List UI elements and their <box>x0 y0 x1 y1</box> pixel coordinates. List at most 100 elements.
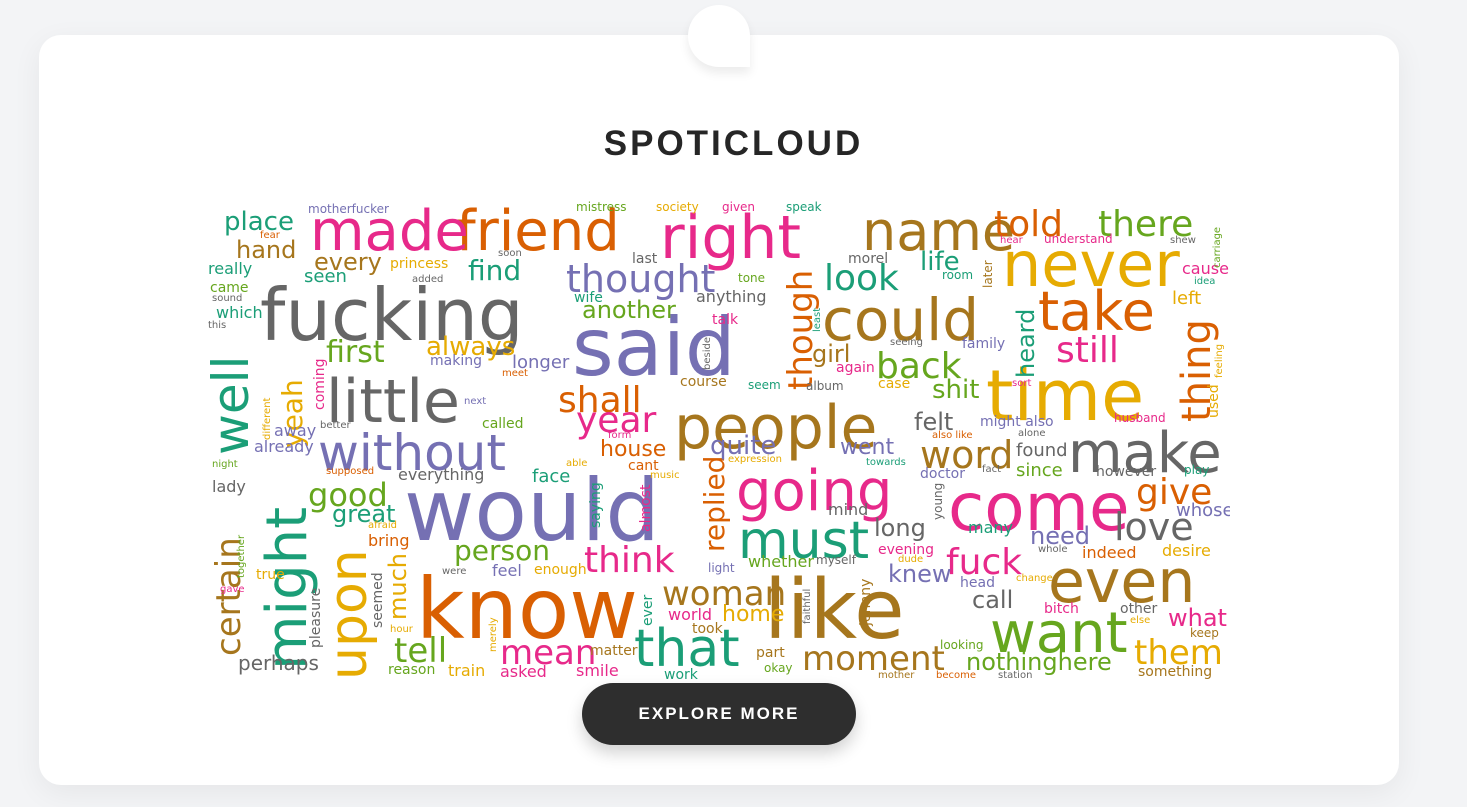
cloud-word: cant <box>628 458 659 474</box>
cloud-word: carriage <box>1212 227 1223 268</box>
cloud-word: hour <box>390 624 414 635</box>
cloud-word: soon <box>498 248 522 259</box>
cloud-word: next <box>464 396 486 407</box>
cloud-word: desire <box>1162 541 1211 560</box>
cloud-word: towards <box>866 457 906 468</box>
cloud-word: night <box>212 459 238 470</box>
cloud-word: call <box>972 586 1013 614</box>
cloud-word: train <box>448 661 485 680</box>
cloud-word: year <box>576 400 657 441</box>
cloud-word: friend <box>456 200 620 264</box>
cloud-word: house <box>600 437 666 462</box>
cloud-word: asked <box>500 662 547 681</box>
cloud-word: first <box>326 335 385 370</box>
cloud-word: life <box>920 247 960 277</box>
cloud-word: told <box>994 204 1063 245</box>
cloud-word: feel <box>492 561 522 580</box>
cloud-word: princess <box>390 256 448 272</box>
cloud-word: speak <box>786 200 822 214</box>
cloud-word: always <box>426 332 515 362</box>
cloud-word: came <box>210 280 249 296</box>
cloud-word: expression <box>728 454 782 465</box>
cloud-word: station <box>998 670 1032 681</box>
cloud-word: enough <box>534 562 587 578</box>
cloud-word: nothinghere <box>966 648 1112 676</box>
cloud-word: another <box>582 296 676 324</box>
cloud-word: indeed <box>1082 543 1137 562</box>
cloud-word: doctor <box>920 466 965 482</box>
cloud-word: again <box>836 360 875 376</box>
cloud-word: supposed <box>326 466 374 477</box>
cloud-word: seem <box>748 378 781 392</box>
cloud-word: already <box>254 437 314 456</box>
cloud-word: tell <box>394 631 447 671</box>
cloud-word: still <box>1056 330 1119 371</box>
cloud-word: matter <box>590 643 638 659</box>
cloud-word: woman <box>662 574 786 614</box>
cloud-word: went <box>840 435 894 460</box>
cloud-word: make <box>1068 421 1222 486</box>
cloud-word: fear <box>260 230 281 241</box>
cloud-word: whole <box>1038 544 1068 555</box>
cloud-word: gave <box>220 584 245 595</box>
cloud-word: faithful <box>802 589 813 624</box>
cloud-word: seen <box>304 266 347 287</box>
cloud-word: since <box>1016 460 1063 481</box>
cloud-word: johnny <box>858 579 874 627</box>
cloud-word: society <box>656 200 699 214</box>
cloud-word: feeling <box>1214 344 1225 378</box>
cloud-word: dude <box>898 554 923 565</box>
cloud-word: much <box>384 553 412 620</box>
cloud-word: come <box>948 469 1130 546</box>
cloud-word: certain <box>209 537 249 656</box>
cloud-word: replied <box>698 456 731 552</box>
word-cloud: would know said like fucking time people come li… <box>208 200 1230 682</box>
cloud-word: room <box>942 268 973 282</box>
cloud-word: tone <box>738 271 765 285</box>
cloud-word: else <box>1130 615 1150 626</box>
cloud-word: course <box>680 374 727 390</box>
cloud-word: added <box>412 274 443 285</box>
cloud-word: case <box>878 376 910 392</box>
cloud-word: found <box>1016 440 1068 461</box>
cloud-word: almost <box>638 484 654 532</box>
cloud-word: every <box>314 248 382 276</box>
cloud-word: saying <box>588 482 604 528</box>
cloud-word: fact <box>982 464 1001 475</box>
cloud-word: longer <box>512 352 570 373</box>
cloud-word: know <box>416 560 638 658</box>
cloud-word: this <box>208 320 226 331</box>
cloud-word: going <box>736 459 892 524</box>
cloud-word: play <box>1184 463 1209 477</box>
cloud-word: heard <box>1012 309 1040 378</box>
cloud-word: face <box>532 466 570 487</box>
cloud-word: could <box>822 286 979 354</box>
cloud-word: back <box>876 346 962 387</box>
cloud-word: hear <box>1000 235 1024 246</box>
cloud-word: what <box>1168 604 1227 632</box>
cloud-word: however <box>1096 464 1156 480</box>
cloud-word: true <box>256 567 285 583</box>
cloud-word: album <box>806 379 844 393</box>
cloud-word: myself <box>816 553 857 567</box>
cloud-word: fucking <box>260 273 524 357</box>
cloud-word: must <box>738 511 869 571</box>
cloud-word: called <box>482 416 524 432</box>
cloud-word: afraid <box>368 520 397 531</box>
cloud-word: little <box>326 367 460 437</box>
cloud-word: many <box>968 518 1013 537</box>
cloud-word: would <box>404 461 660 561</box>
cloud-word: young <box>931 483 945 520</box>
cloud-word: idea <box>1194 276 1215 287</box>
cloud-word: took <box>692 621 724 637</box>
explore-more-button[interactable]: EXPLORE MORE <box>582 683 856 745</box>
cloud-word: lady <box>212 477 246 496</box>
cloud-word: long <box>874 514 926 542</box>
cloud-word: world <box>668 605 712 624</box>
cloud-word: good <box>308 476 388 514</box>
cloud-word: fuck <box>946 542 1022 583</box>
cloud-word: reason <box>388 662 435 678</box>
cloud-word: take <box>1038 280 1155 343</box>
cloud-word: thought <box>566 257 715 301</box>
